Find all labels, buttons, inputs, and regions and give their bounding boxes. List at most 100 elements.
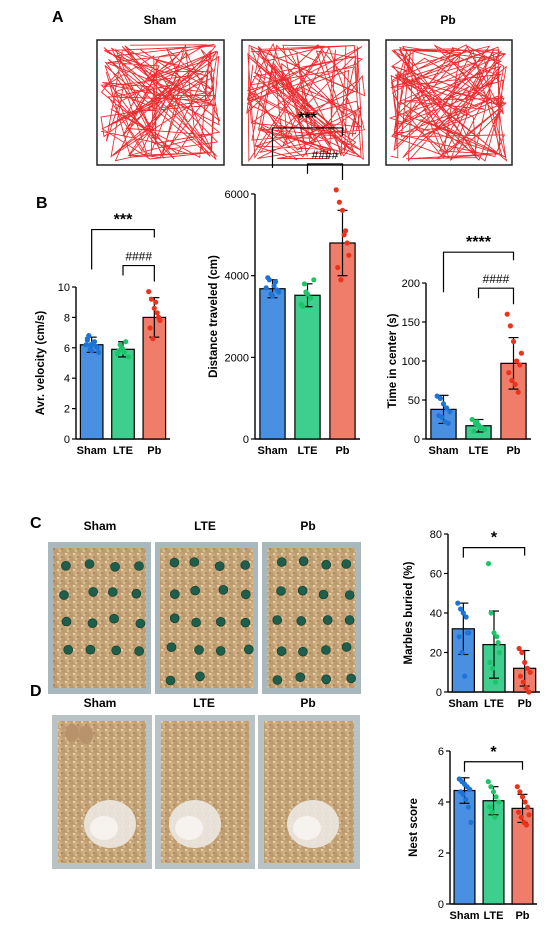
significance-label: * (491, 530, 498, 547)
data-point (460, 791, 466, 798)
data-point (487, 659, 493, 666)
marble (134, 561, 144, 571)
significance-label: *** (114, 212, 133, 229)
y-tick-label: 4 (64, 373, 70, 385)
x-tick-label: LTE (484, 910, 504, 922)
chart-marbles: 0 20 40 60 80 Marbles buried (%) Sham LTE Pb * (403, 529, 540, 710)
chart-distance: 0 2000 4000 6000 Distance traveled (cm) Sham L… (208, 110, 360, 457)
marble (298, 556, 309, 567)
x-tick-label: Sham (77, 445, 107, 457)
marble (341, 559, 352, 569)
trajectory-pb (388, 44, 508, 162)
significance-label: **** (466, 234, 492, 251)
data-point (518, 814, 524, 820)
data-point (489, 809, 495, 815)
marble (170, 589, 180, 600)
data-point (490, 789, 497, 795)
open-field-tracks (96, 39, 513, 166)
y-tick-label: 0 (64, 434, 70, 446)
y-tick-label: 10 (58, 282, 70, 294)
data-point (308, 295, 314, 301)
food-pellet (79, 726, 93, 744)
data-point (271, 283, 277, 289)
x-tick-label: LTE (113, 445, 133, 457)
marble (131, 588, 142, 599)
marble (84, 559, 95, 569)
marble (241, 589, 251, 600)
x-tick-label: Pb (147, 445, 161, 457)
data-point (493, 794, 499, 800)
data-point (526, 812, 532, 818)
bar-sham (79, 344, 104, 440)
y-tick-label: 200 (402, 278, 420, 290)
data-point (444, 405, 450, 411)
data-point (518, 350, 525, 356)
data-point (527, 669, 533, 675)
data-point (485, 779, 491, 785)
data-point (506, 370, 512, 376)
marble (276, 586, 286, 596)
data-point (477, 425, 483, 431)
x-tick-label: LTE (298, 445, 318, 457)
data-point (154, 310, 160, 316)
marble (218, 584, 229, 595)
data-point (514, 358, 520, 364)
data-point (492, 814, 498, 820)
data-point (300, 303, 306, 309)
marble (59, 590, 69, 600)
y-tick-label: 40 (430, 608, 442, 620)
trajectory-lte (246, 42, 366, 163)
marble (295, 672, 306, 683)
data-point (522, 799, 528, 805)
marble (215, 616, 226, 627)
nest-core-1 (175, 816, 203, 840)
data-point (526, 689, 532, 695)
data-point (487, 804, 493, 810)
data-point (335, 264, 341, 271)
chart-velocity: 0 2 4 6 8 10 Avr. velocity (cm/s) Sham LTE Pb *** #… (35, 212, 170, 457)
y-tick-label: 2 (64, 404, 70, 416)
track-title-pb: Pb (440, 13, 455, 27)
data-point (525, 804, 531, 810)
track-title-lte: LTE (294, 13, 316, 27)
marble (165, 675, 176, 686)
data-point (148, 296, 155, 302)
data-point (496, 649, 503, 656)
y-tick-label: 0 (438, 899, 444, 911)
marble (87, 618, 98, 629)
x-tick-label: LTE (469, 445, 489, 457)
marble (195, 671, 205, 682)
data-point (469, 416, 475, 423)
data-point (153, 299, 159, 305)
data-point (519, 649, 525, 656)
data-point (512, 381, 518, 387)
nest-core-0 (90, 816, 118, 840)
data-point (516, 809, 522, 815)
significance-bracket (91, 228, 155, 270)
panel-letter-c: C (30, 515, 42, 532)
marble (61, 616, 72, 627)
marble (298, 646, 308, 657)
photo-title-pb-c: Pb (300, 519, 315, 533)
significance-bracket (271, 127, 344, 168)
data-point (488, 610, 494, 616)
track-title-sham: Sham (144, 13, 177, 27)
data-point (517, 789, 523, 795)
data-point (126, 354, 132, 360)
significance-label: * (490, 744, 497, 761)
significance-label: *** (298, 110, 317, 127)
y-axis-label: Nest score (408, 798, 420, 857)
data-point (333, 187, 339, 193)
y-tick-label: 6 (438, 746, 444, 758)
marble (191, 617, 201, 628)
trajectory-sham (100, 43, 221, 162)
marble-cage-photos (48, 542, 361, 694)
marble (322, 615, 333, 625)
x-tick-label: Sham (429, 445, 459, 457)
y-axis-label: Time in center (s) (387, 313, 399, 408)
marble (344, 590, 355, 600)
panel-letter-a: A (52, 9, 64, 26)
data-point (496, 799, 502, 805)
data-point (93, 343, 99, 349)
